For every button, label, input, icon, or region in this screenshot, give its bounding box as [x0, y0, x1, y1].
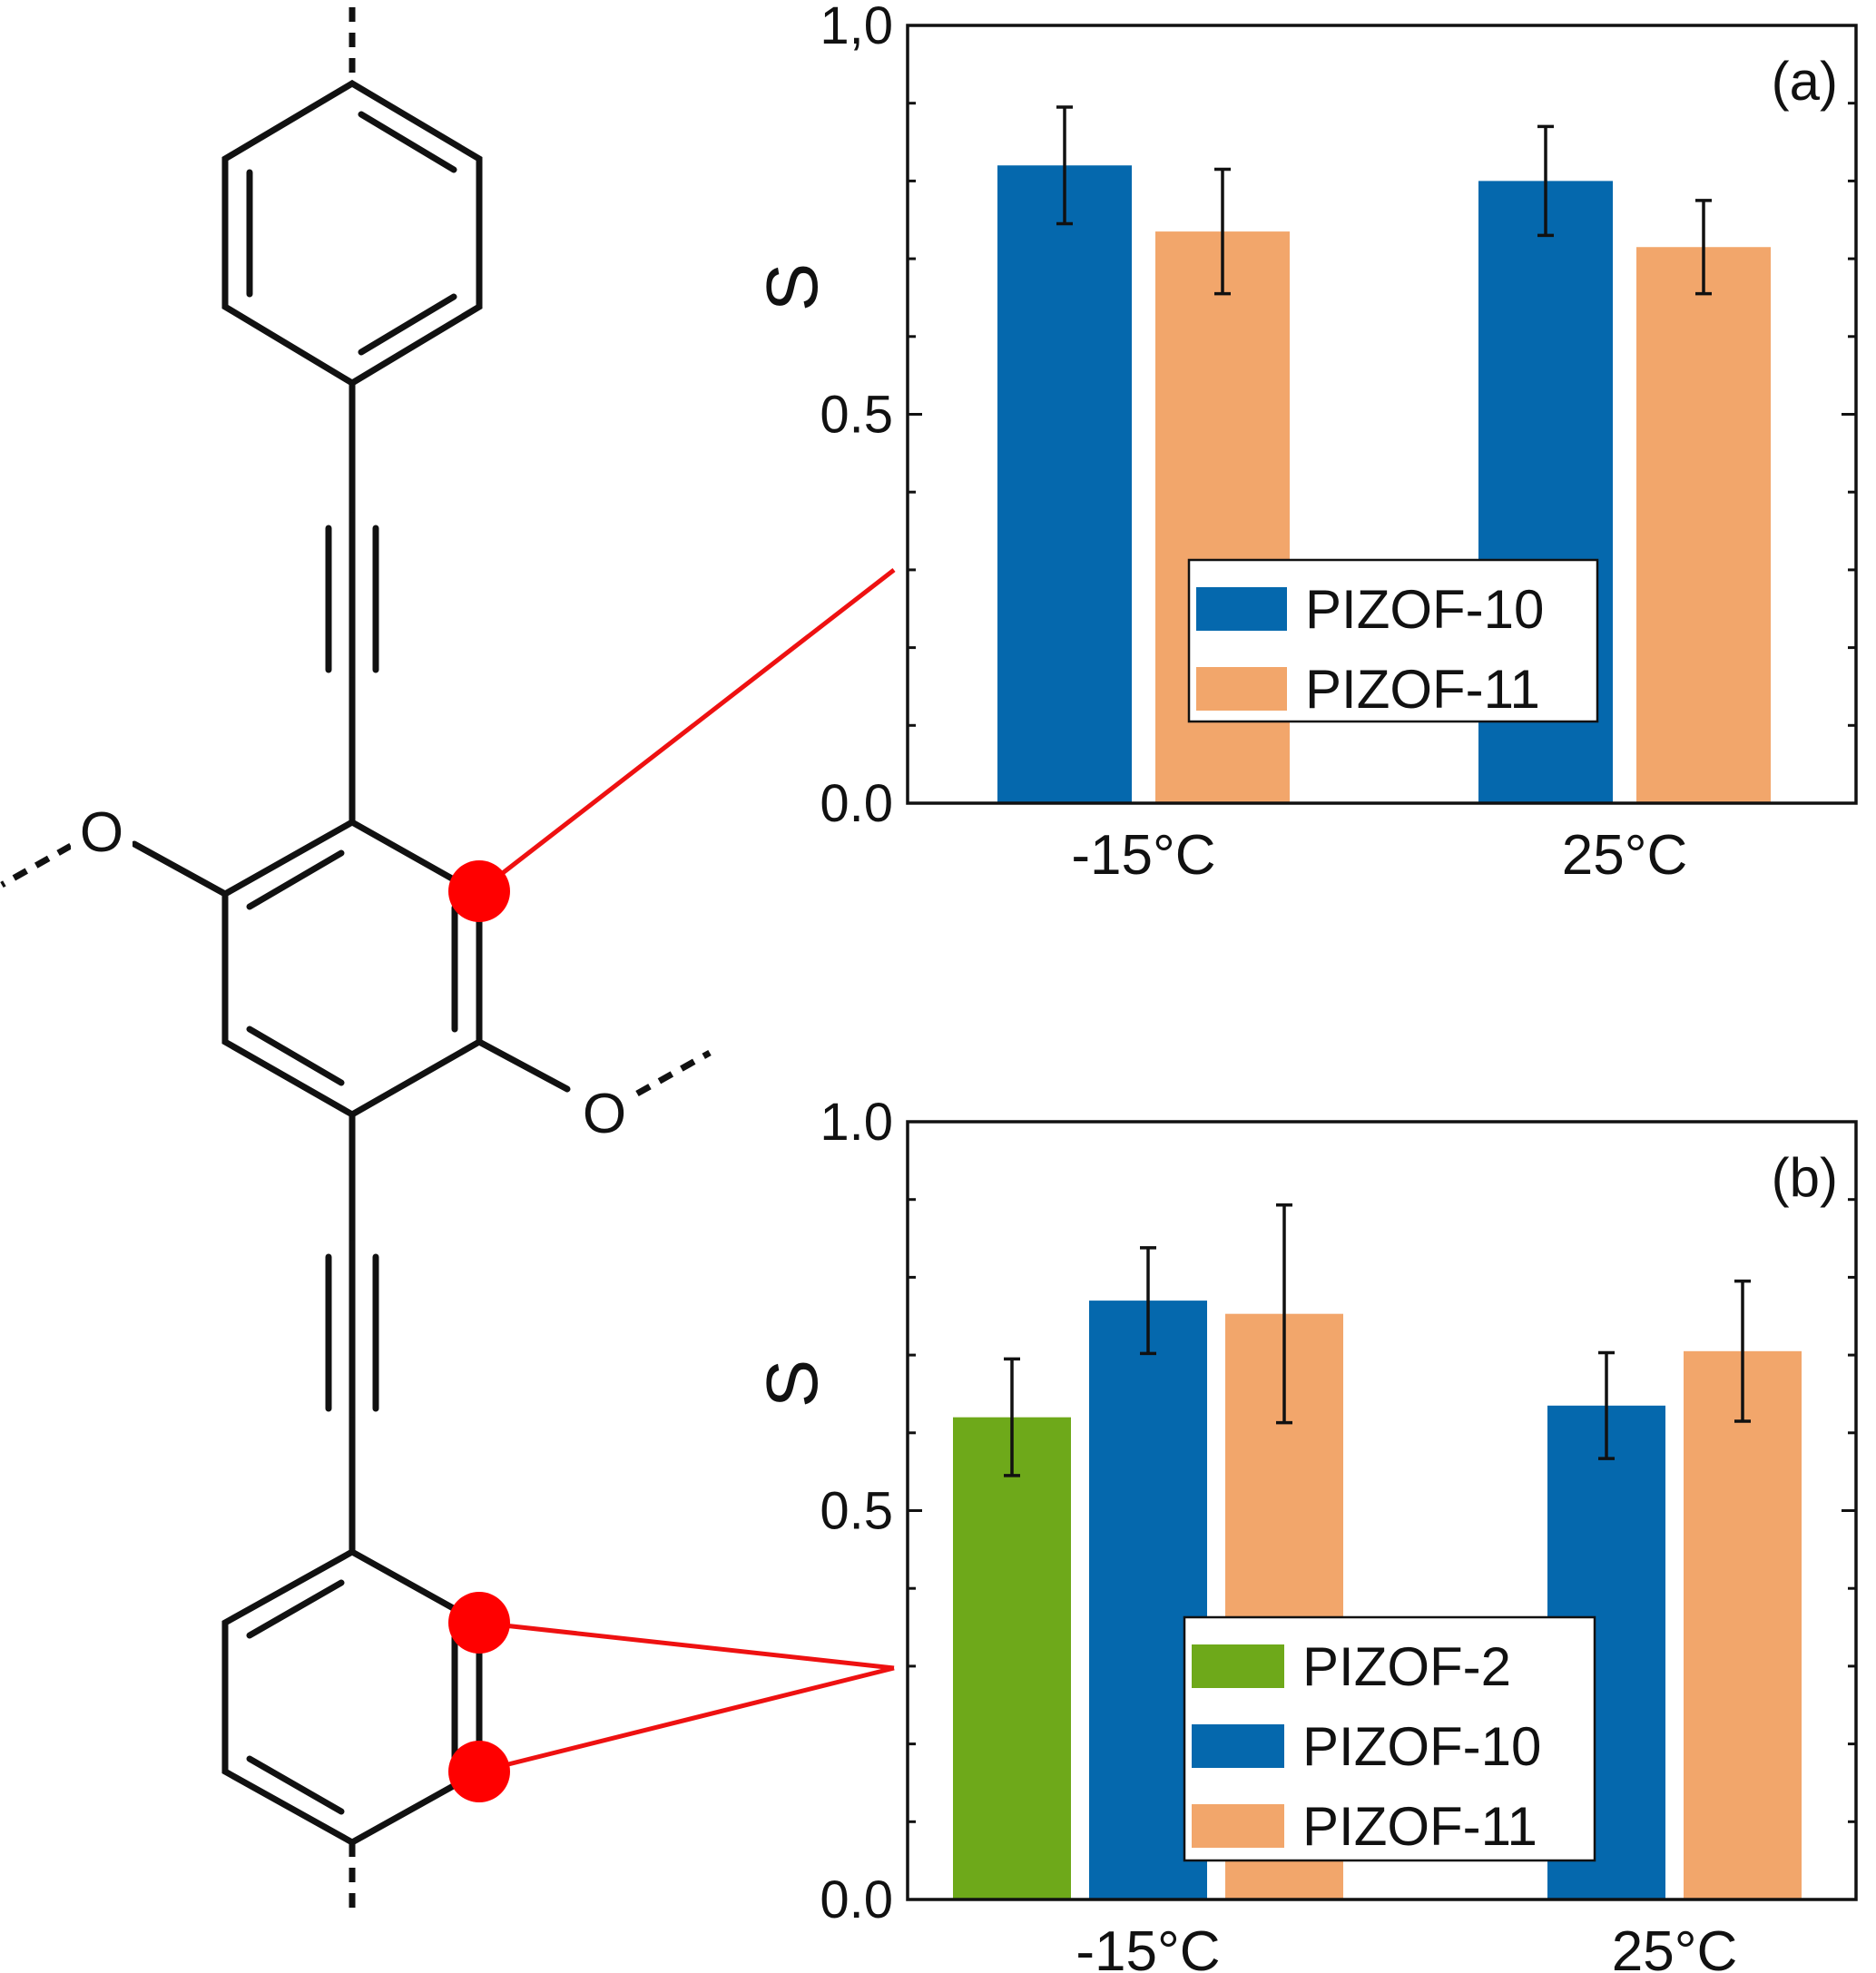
highlight-marker — [448, 860, 510, 922]
legend-swatch — [1192, 1644, 1284, 1688]
top-ring-double-bond — [358, 111, 457, 173]
legend-label: PIZOF-2 — [1302, 1636, 1511, 1697]
legend-swatch — [1196, 667, 1287, 711]
bottom-ring-double-bond — [246, 1755, 345, 1815]
atom-label-bg — [574, 1080, 635, 1145]
y-tick-label: 0.0 — [820, 1870, 893, 1929]
legend-label: PIZOF-11 — [1305, 659, 1540, 720]
x-category-label: 25°C — [1612, 1920, 1738, 1973]
bar — [953, 1417, 1071, 1899]
bar — [1636, 247, 1771, 803]
y-tick-label: 1,0 — [820, 0, 893, 55]
bottom-benzene-ring — [221, 1547, 483, 1847]
y-tick-label: 0.5 — [820, 386, 893, 445]
panel-label: (a) — [1772, 51, 1838, 112]
legend-label: PIZOF-10 — [1305, 579, 1544, 640]
connector-line-b-upper — [478, 1620, 895, 1671]
x-category-label: 25°C — [1562, 824, 1688, 887]
bottom-ring-double-bond — [246, 1579, 345, 1639]
top-benzene-ring — [221, 79, 483, 388]
legend-swatch — [1192, 1804, 1284, 1848]
y-tick-label: 0.5 — [820, 1482, 893, 1541]
highlight-marker — [448, 1741, 510, 1802]
x-category-label: -15°C — [1076, 1920, 1220, 1973]
bar — [997, 165, 1132, 803]
molecule-structure — [0, 7, 712, 1917]
chart-panel-b: 0.0 0.5 1.0 -15°C 25°C S (b) PIZOF-2 PIZOF-10 PIZ… — [751, 1093, 1858, 1973]
middle-ring-double-bond — [246, 1026, 345, 1086]
methoxy-bond-left — [131, 840, 229, 898]
connector-line-b-lower — [478, 1665, 895, 1774]
methoxy-dashed-left — [0, 842, 73, 888]
legend-swatch — [1196, 587, 1287, 631]
methoxy-bond-right — [476, 1038, 571, 1093]
atom-label-bg — [71, 799, 133, 864]
y-axis-label: S — [751, 263, 832, 311]
middle-ring-double-bond — [246, 849, 345, 910]
chart-panel-a: 0.0 0.5 1,0 -15°C 25°C S (a) PIZOF-10 PIZOF-11 — [751, 0, 1858, 887]
bar — [1684, 1350, 1802, 1899]
highlight-marker — [448, 1592, 510, 1654]
legend-label: PIZOF-11 — [1302, 1796, 1537, 1857]
panel-label: (b) — [1772, 1147, 1838, 1208]
legend-label: PIZOF-10 — [1302, 1716, 1541, 1777]
oxygen-atom-label: O — [80, 801, 123, 864]
legend-swatch — [1192, 1724, 1284, 1768]
top-ring-double-bond — [358, 293, 457, 356]
y-tick-label: 1.0 — [820, 1093, 893, 1152]
middle-benzene-ring — [221, 818, 483, 1119]
methoxy-dashed-right — [635, 1049, 712, 1097]
oxygen-atom-label: O — [583, 1083, 626, 1145]
x-category-label: -15°C — [1071, 824, 1215, 887]
y-axis-label: S — [751, 1360, 832, 1408]
y-tick-label: 0.0 — [820, 774, 893, 833]
highlight-connectors — [448, 568, 896, 1802]
connector-line-a — [477, 568, 896, 893]
